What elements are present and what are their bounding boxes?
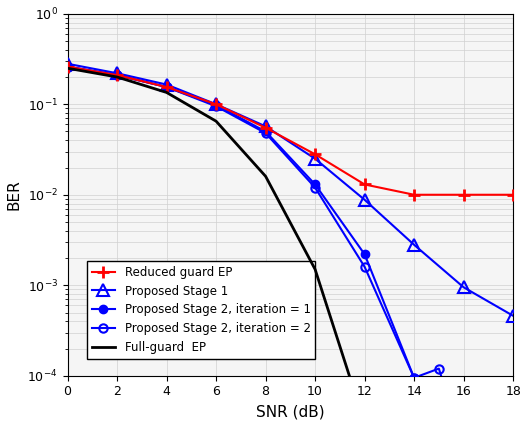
- Proposed Stage 2, iteration = 1: [312, 182, 318, 187]
- Reduced guard EP: [163, 84, 169, 89]
- Proposed Stage 2, iteration = 2: [411, 375, 417, 380]
- Reduced guard EP: [460, 192, 467, 197]
- Proposed Stage 1: [411, 242, 417, 248]
- Proposed Stage 2, iteration = 1: [114, 72, 120, 78]
- Reduced guard EP: [64, 64, 71, 69]
- Proposed Stage 2, iteration = 2: [213, 104, 219, 109]
- Line: Proposed Stage 2, iteration = 2: Proposed Stage 2, iteration = 2: [63, 63, 517, 426]
- Proposed Stage 2, iteration = 2: [114, 72, 120, 78]
- Proposed Stage 1: [312, 156, 318, 161]
- Reduced guard EP: [114, 72, 120, 78]
- Proposed Stage 2, iteration = 2: [312, 185, 318, 190]
- Proposed Stage 2, iteration = 1: [262, 129, 269, 134]
- Proposed Stage 2, iteration = 2: [262, 130, 269, 135]
- Proposed Stage 2, iteration = 2: [64, 64, 71, 69]
- X-axis label: SNR (dB): SNR (dB): [256, 404, 325, 419]
- Proposed Stage 2, iteration = 2: [163, 84, 169, 89]
- Full-guard  EP: [114, 75, 120, 80]
- Proposed Stage 1: [114, 71, 120, 76]
- Full-guard  EP: [312, 267, 318, 272]
- Y-axis label: BER: BER: [7, 179, 22, 210]
- Proposed Stage 1: [213, 102, 219, 107]
- Reduced guard EP: [213, 102, 219, 107]
- Reduced guard EP: [312, 152, 318, 157]
- Full-guard  EP: [213, 118, 219, 124]
- Reduced guard EP: [362, 182, 368, 187]
- Reduced guard EP: [510, 192, 516, 197]
- Full-guard  EP: [262, 174, 269, 179]
- Proposed Stage 2, iteration = 1: [411, 375, 417, 380]
- Proposed Stage 1: [510, 313, 516, 318]
- Reduced guard EP: [411, 192, 417, 197]
- Full-guard  EP: [163, 90, 169, 95]
- Proposed Stage 1: [163, 82, 169, 87]
- Proposed Stage 2, iteration = 1: [64, 64, 71, 69]
- Proposed Stage 1: [362, 197, 368, 202]
- Proposed Stage 2, iteration = 1: [362, 252, 368, 257]
- Proposed Stage 1: [262, 124, 269, 129]
- Legend: Reduced guard EP, Proposed Stage 1, Proposed Stage 2, iteration = 1, Proposed St: Reduced guard EP, Proposed Stage 1, Prop…: [87, 261, 315, 359]
- Proposed Stage 1: [460, 285, 467, 290]
- Proposed Stage 2, iteration = 1: [213, 103, 219, 108]
- Proposed Stage 2, iteration = 2: [436, 366, 442, 371]
- Full-guard  EP: [362, 420, 368, 426]
- Reduced guard EP: [262, 125, 269, 130]
- Line: Proposed Stage 1: Proposed Stage 1: [62, 58, 518, 321]
- Line: Full-guard  EP: Full-guard EP: [68, 68, 389, 426]
- Proposed Stage 1: [64, 61, 71, 66]
- Line: Proposed Stage 2, iteration = 1: Proposed Stage 2, iteration = 1: [63, 63, 517, 426]
- Proposed Stage 2, iteration = 2: [362, 264, 368, 269]
- Full-guard  EP: [64, 66, 71, 71]
- Proposed Stage 2, iteration = 1: [460, 405, 467, 410]
- Line: Reduced guard EP: Reduced guard EP: [62, 61, 518, 200]
- Proposed Stage 2, iteration = 1: [163, 84, 169, 89]
